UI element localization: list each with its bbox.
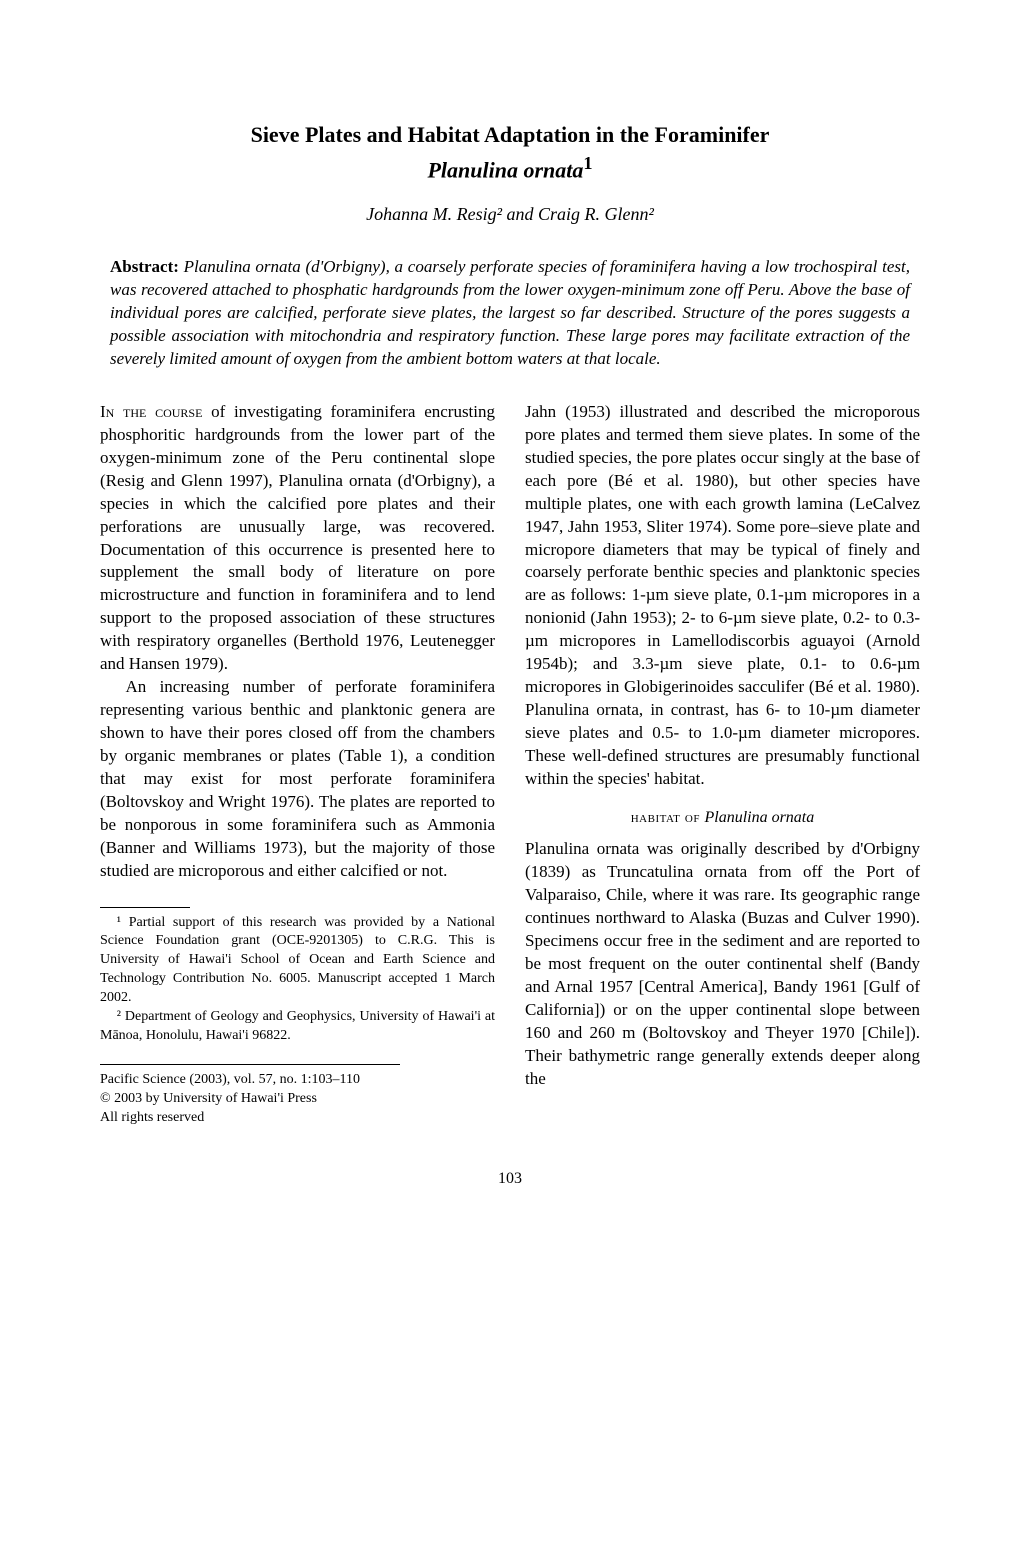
- title-species: Planulina ornata: [427, 157, 583, 182]
- body-paragraph: Jahn (1953) illustrated and described th…: [525, 401, 920, 791]
- abstract-text: Planulina ornata (d'Orbigny), a coarsely…: [110, 257, 910, 368]
- body-paragraph: Planulina ornata was originally describe…: [525, 838, 920, 1090]
- section-heading-sc: habitat of: [631, 809, 705, 826]
- title-line1: Sieve Plates and Habitat Adaptation in t…: [251, 122, 770, 147]
- body-text: of investigating foraminifera encrusting…: [100, 402, 495, 673]
- title-footnote-marker: 1: [583, 153, 592, 173]
- body-paragraph: An increasing number of perforate forami…: [100, 676, 495, 882]
- section-heading: habitat of Planulina ornata: [525, 807, 920, 829]
- publication-info: Pacific Science (2003), vol. 57, no. 1:1…: [100, 1064, 495, 1128]
- abstract-label: Abstract:: [110, 257, 179, 276]
- pubinfo-rule: [100, 1064, 400, 1065]
- lead-in: In the course: [100, 402, 202, 421]
- pubinfo-line: Pacific Science (2003), vol. 57, no. 1:1…: [100, 1071, 495, 1090]
- footnotes: ¹ Partial support of this research was p…: [100, 907, 495, 1046]
- body-columns: In the course of investigating foraminif…: [100, 401, 920, 1128]
- article-title: Sieve Plates and Habitat Adaptation in t…: [100, 120, 920, 186]
- footnote: ¹ Partial support of this research was p…: [100, 914, 495, 1008]
- section-heading-species: Planulina ornata: [704, 809, 814, 826]
- pubinfo-line: All rights reserved: [100, 1109, 495, 1128]
- abstract: Abstract: Planulina ornata (d'Orbigny), …: [110, 256, 910, 371]
- authors: Johanna M. Resig² and Craig R. Glenn²: [100, 202, 920, 226]
- footnote: ² Department of Geology and Geophysics, …: [100, 1008, 495, 1046]
- title-block: Sieve Plates and Habitat Adaptation in t…: [100, 120, 920, 226]
- footnote-rule: [100, 907, 190, 908]
- body-paragraph: In the course of investigating foraminif…: [100, 401, 495, 676]
- page-number: 103: [100, 1168, 920, 1190]
- pubinfo-line: © 2003 by University of Hawai'i Press: [100, 1090, 495, 1109]
